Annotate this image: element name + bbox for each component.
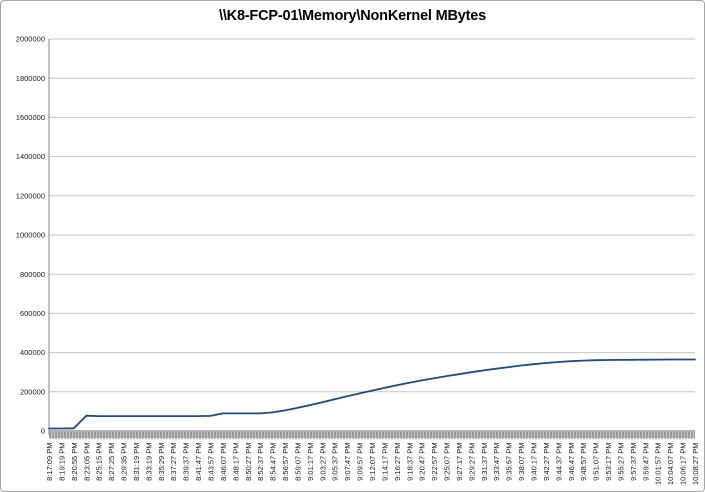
- y-axis-tick-label: 600000: [20, 309, 45, 318]
- x-axis-tick-label: 9:59:47 PM: [641, 443, 650, 481]
- x-axis-tick-label: 8:50:27 PM: [244, 443, 253, 481]
- x-axis-tick-label: 9:22:57 PM: [430, 443, 439, 481]
- x-axis-tick-label: 8:43:57 PM: [207, 443, 216, 481]
- x-axis-tick-label: 9:38:07 PM: [517, 443, 526, 481]
- x-axis-tick-band: [49, 432, 695, 439]
- x-axis-tick-label: 8:23:05 PM: [82, 443, 91, 481]
- x-axis-tick-label: 9:31:37 PM: [480, 443, 489, 481]
- x-axis-tick-label: 9:48:57 PM: [579, 443, 588, 481]
- y-axis-tick-label: 2000000: [16, 35, 45, 44]
- x-axis-tick-label: 9:16:27 PM: [393, 443, 402, 481]
- x-axis-tick-label: 8:48:17 PM: [231, 443, 240, 481]
- y-axis-tick-label: 0: [41, 427, 45, 436]
- x-axis-tick-label: 9:40:17 PM: [530, 443, 539, 481]
- x-axis-tick-label: 9:27:17 PM: [455, 443, 464, 481]
- x-axis-tick-label: 8:35:29 PM: [157, 443, 166, 481]
- x-axis-tick-label: 8:37:27 PM: [169, 443, 178, 481]
- x-axis-tick-label: 8:52:37 PM: [256, 443, 265, 481]
- x-axis-tick-label: 8:46:07 PM: [219, 443, 228, 481]
- x-axis-tick-label: 9:44:37 PM: [554, 443, 563, 481]
- x-axis-tick-label: 8:54:47 PM: [269, 443, 278, 481]
- x-axis-tick-label: 10:04:07 PM: [666, 443, 675, 486]
- x-axis-tick-label: 9:12:07 PM: [368, 443, 377, 481]
- x-axis-tick-label: 8:29:35 PM: [120, 443, 129, 481]
- x-axis-tick-label: 9:33:47 PM: [492, 443, 501, 481]
- x-axis-tick-label: 9:25:07 PM: [443, 443, 452, 481]
- x-axis-tick-label: 9:09:57 PM: [356, 443, 365, 481]
- y-axis-tick-label: 400000: [20, 348, 45, 357]
- x-axis-tick-label: 8:17:09 PM: [45, 443, 54, 481]
- y-axis-tick-label: 200000: [20, 387, 45, 396]
- chart-title: \\K8-FCP-01\Memory\NonKernel MBytes: [219, 8, 486, 24]
- data-series-line: [48, 358, 696, 430]
- x-axis-tick-label: 9:42:27 PM: [542, 443, 551, 481]
- x-axis-tick-label: 10:06:17 PM: [679, 443, 688, 486]
- x-axis-tick-label: 8:56:57 PM: [281, 443, 290, 481]
- x-axis-tick-label: 8:19:19 PM: [57, 443, 66, 481]
- x-axis-tick-label: 9:57:37 PM: [629, 443, 638, 481]
- x-axis-tick-label: 8:33:19 PM: [144, 443, 153, 481]
- x-axis-tick-label: 8:59:07 PM: [293, 443, 302, 481]
- x-axis-tick-label: 9:20:47 PM: [418, 443, 427, 481]
- x-axis-tick-label: 8:39:37 PM: [182, 443, 191, 481]
- x-axis-tick-label: 9:53:17 PM: [604, 443, 613, 481]
- x-axis-tick-label: 9:55:27 PM: [616, 443, 625, 481]
- x-axis-tick-label: 9:05:37 PM: [331, 443, 340, 481]
- y-axis-tick-label: 1400000: [16, 152, 45, 161]
- x-axis-tick-label: 9:03:27 PM: [318, 443, 327, 481]
- x-axis-tick-label: 9:29:27 PM: [467, 443, 476, 481]
- y-axis-tick-label: 1200000: [16, 191, 45, 200]
- y-axis-tick-label: 1000000: [16, 231, 45, 240]
- x-axis-tick-label: 9:14:17 PM: [380, 443, 389, 481]
- x-axis-tick-label: 9:18:37 PM: [405, 443, 414, 481]
- x-axis-tick-label: 9:51:07 PM: [592, 443, 601, 481]
- x-axis-tick-label: 8:41:47 PM: [194, 443, 203, 481]
- x-axis-tick-label: 8:25:15 PM: [95, 443, 104, 481]
- x-axis-tick-label: 8:20:55 PM: [70, 443, 79, 481]
- x-axis-tick-label: 9:01:17 PM: [306, 443, 315, 481]
- y-axis-tick-label: 800000: [20, 270, 45, 279]
- x-axis-tick-label: 9:35:57 PM: [505, 443, 514, 481]
- x-axis-tick-label: 8:27:25 PM: [107, 443, 116, 481]
- y-axis-tick-label: 1600000: [16, 113, 45, 122]
- x-axis-tick-label: 9:07:47 PM: [343, 443, 352, 481]
- x-axis-tick-label: 9:46:47 PM: [567, 443, 576, 481]
- x-axis-tick-label: 10:01:57 PM: [654, 443, 663, 486]
- y-axis-tick-label: 1800000: [16, 74, 45, 83]
- x-axis-tick-label: 8:31:19 PM: [132, 443, 141, 481]
- x-axis-tick-label: 10:08:27 PM: [691, 443, 700, 486]
